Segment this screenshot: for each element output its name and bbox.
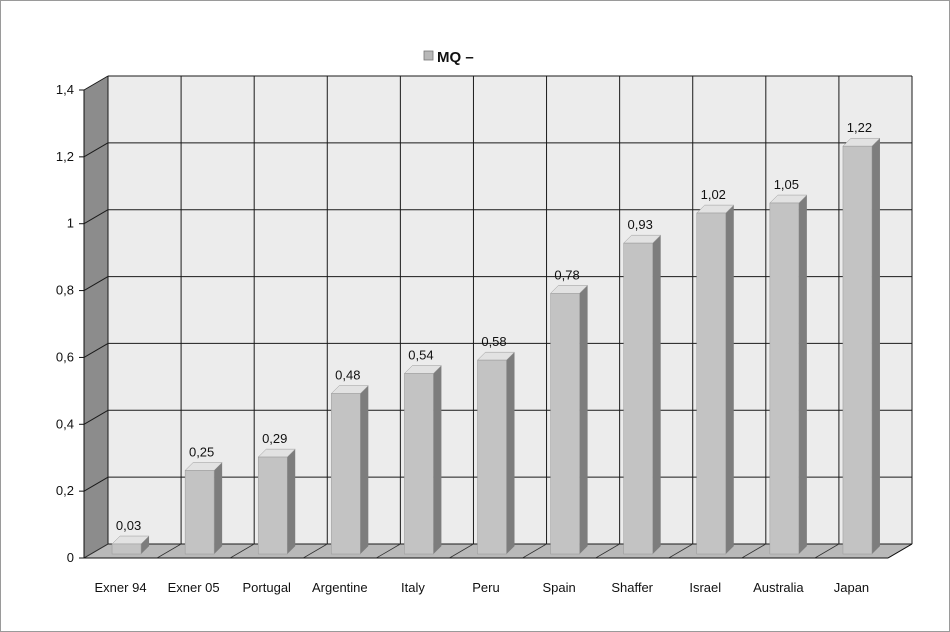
- x-tick-label: Spain: [542, 580, 575, 595]
- gridline-side: [83, 476, 109, 492]
- floor-divider: [814, 543, 840, 559]
- data-label: 1,05: [774, 177, 799, 192]
- x-tick-label: Australia: [753, 580, 804, 595]
- bar: [769, 202, 800, 555]
- floor-divider: [449, 543, 474, 559]
- y-tick-label: 1,2: [56, 149, 74, 164]
- floor-divider: [156, 543, 182, 559]
- y-tick-label: 0,2: [56, 483, 74, 498]
- x-axis-tick-labels: Exner 94 Exner 05 Portugal Argentine Italy Pe…: [95, 580, 870, 595]
- bar-side: [506, 352, 515, 554]
- bar: [257, 456, 288, 555]
- floor-divider: [83, 543, 109, 559]
- bar-side: [287, 449, 296, 554]
- bar: [842, 145, 873, 555]
- floor-divider: [229, 543, 255, 559]
- data-label: 1,22: [847, 120, 872, 135]
- data-label: 0,29: [262, 431, 287, 446]
- floor-divider: [376, 543, 401, 559]
- legend-label: MQ –: [437, 49, 474, 66]
- gridline-side: [83, 142, 109, 158]
- x-tick-label: Argentine: [312, 580, 368, 595]
- x-tick-label: Israel: [689, 580, 721, 595]
- data-label: 0,93: [628, 217, 653, 232]
- floor-divider: [595, 543, 620, 559]
- x-tick-label: Portugal: [243, 580, 292, 595]
- data-label: 0,54: [408, 348, 433, 363]
- bar-side: [871, 138, 880, 554]
- floor-edge: [887, 543, 913, 559]
- data-label: 1,02: [701, 187, 726, 202]
- bar: [111, 543, 142, 555]
- bar: [623, 242, 653, 555]
- x-tick-label: Japan: [834, 580, 869, 595]
- gridline-side: [83, 276, 109, 292]
- gridline-side: [83, 342, 109, 358]
- chart-bars: [111, 137, 881, 555]
- bar: [696, 212, 727, 555]
- data-label: 0,58: [481, 334, 506, 349]
- bar-side: [579, 285, 588, 554]
- y-tick-label: 0,6: [56, 349, 74, 364]
- x-tick-label: Italy: [401, 580, 425, 595]
- data-label: 0,03: [116, 518, 141, 533]
- bar-side: [652, 235, 661, 554]
- bar-side: [433, 365, 442, 554]
- bar: [550, 293, 580, 555]
- bar-side: [141, 536, 150, 554]
- x-tick-label: Exner 05: [168, 580, 220, 595]
- bar: [184, 470, 215, 555]
- bar: [477, 359, 507, 555]
- legend: MQ –: [423, 49, 474, 66]
- data-label: 0,48: [335, 368, 360, 383]
- data-labels: 0,03 0,25 0,29 0,48 0,54 0,58 0,78 0,93 1,02 1,05…: [116, 120, 872, 533]
- floor-divider: [522, 543, 547, 559]
- bar-side: [725, 205, 734, 554]
- bar-side: [798, 195, 807, 555]
- floor-divider: [303, 543, 328, 559]
- gridline-side: [83, 75, 109, 91]
- gridline-side: [83, 209, 109, 225]
- x-tick-label: Shaffer: [611, 580, 653, 595]
- bar-side: [360, 385, 369, 554]
- y-tick-label: 0,4: [56, 416, 74, 431]
- bar-side: [214, 462, 223, 554]
- y-tick-label: 1,4: [56, 82, 74, 97]
- x-tick-label: Peru: [472, 580, 499, 595]
- y-tick-label: 0,8: [56, 283, 74, 298]
- y-tick-label: 0: [67, 550, 74, 565]
- y-axis-tick-labels: 0 0,2 0,4 0,6 0,8 1 1,2 1,4: [56, 82, 74, 565]
- floor-divider: [741, 543, 767, 559]
- floor-divider: [668, 543, 693, 559]
- gridline-side: [83, 409, 109, 425]
- x-tick-label: Exner 94: [95, 580, 147, 595]
- bar: [331, 393, 361, 555]
- y-tick-label: 1: [67, 216, 74, 231]
- legend-swatch: [423, 50, 434, 61]
- data-label: 0,25: [189, 444, 214, 459]
- side-wall: [84, 76, 108, 558]
- data-label: 0,78: [554, 267, 579, 282]
- bar: [404, 373, 434, 555]
